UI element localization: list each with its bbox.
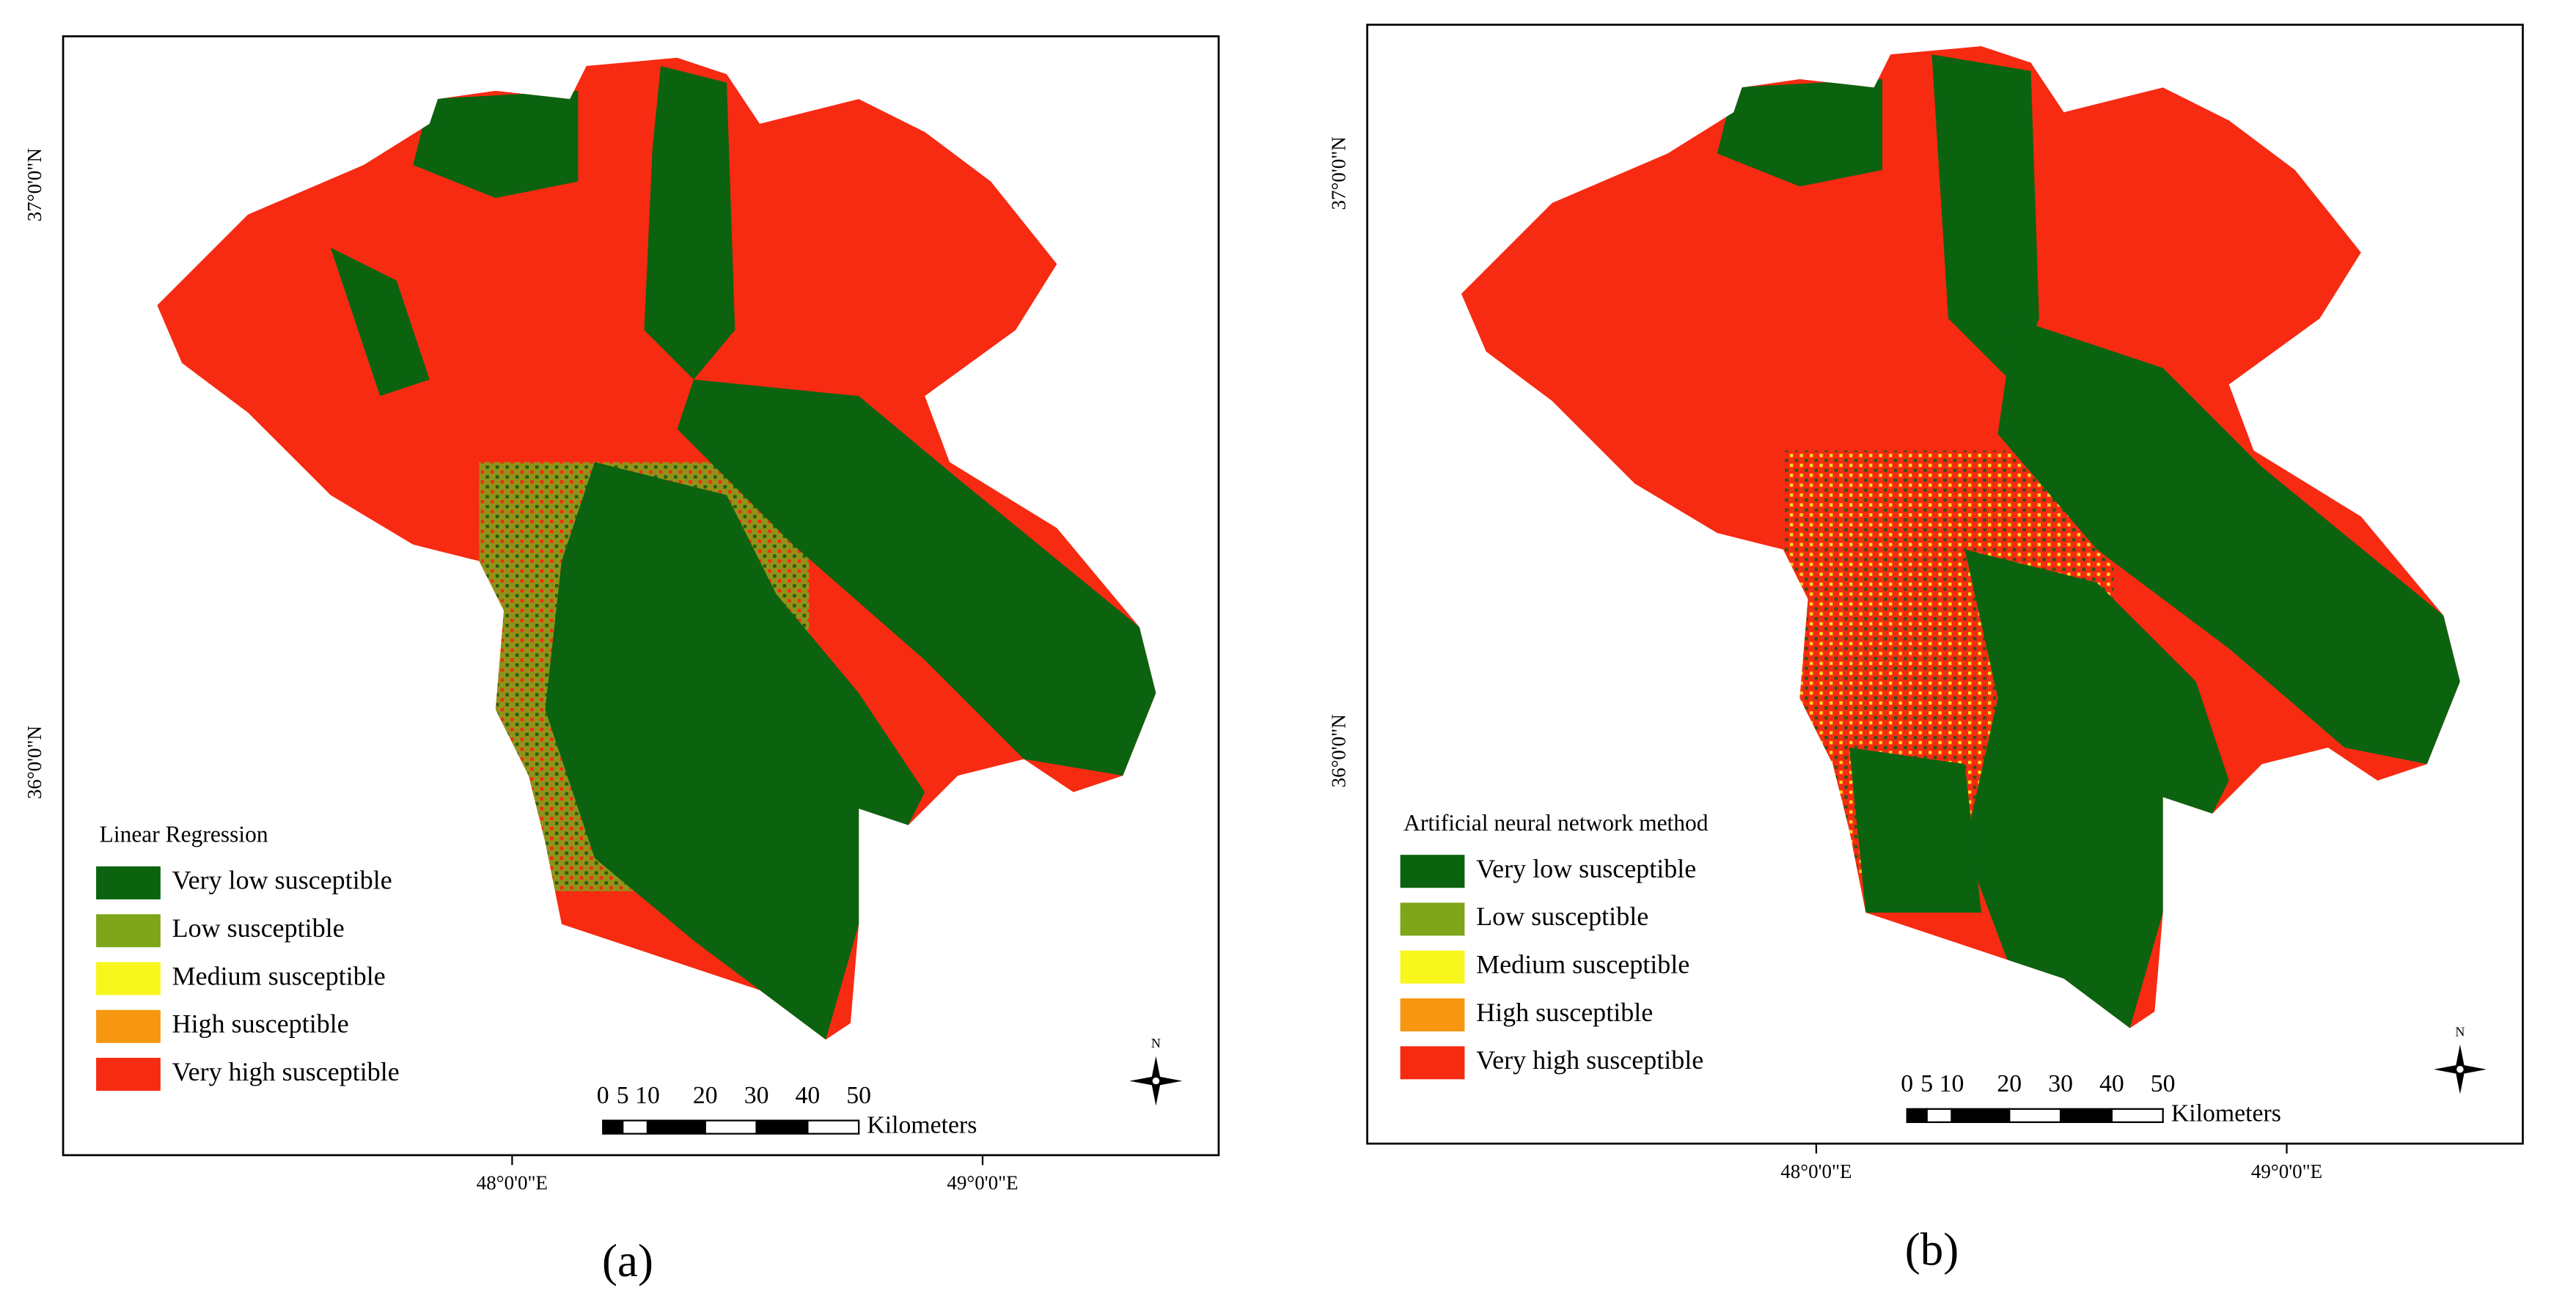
legend-swatch bbox=[96, 866, 161, 899]
very-low-zone bbox=[644, 66, 735, 380]
legend-swatch bbox=[1400, 998, 1465, 1032]
legend-label: Low susceptible bbox=[172, 913, 345, 943]
scale-label: 30 bbox=[2048, 1070, 2073, 1097]
map-panel: 37°0'0"N 36°0'0"N 48°0'0"E 49°0'0"E Linear R… bbox=[23, 35, 1220, 1286]
legend-swatch bbox=[96, 1009, 161, 1043]
scale-label: 40 bbox=[796, 1082, 821, 1109]
legend-label: Low susceptible bbox=[1476, 902, 1648, 931]
latitude-label: 37°0'0"N bbox=[23, 148, 45, 221]
legend-swatch bbox=[1400, 855, 1465, 888]
map-panel: 37°0'0"N 36°0'0"N 48°0'0"E 49°0'0"E Artifici… bbox=[1328, 23, 2524, 1275]
scale-unit: Kilometers bbox=[2171, 1100, 2281, 1127]
legend-swatch bbox=[1400, 950, 1465, 984]
scale-label: 0 bbox=[1901, 1070, 1913, 1097]
very-low-zone bbox=[330, 247, 430, 397]
scale-label: 40 bbox=[2099, 1070, 2124, 1097]
north-label: N bbox=[1151, 1036, 1161, 1050]
legend-swatch bbox=[1400, 1046, 1465, 1080]
legend-label: Very high susceptible bbox=[1476, 1045, 1703, 1075]
legend-title: Artificial neural network method bbox=[1403, 810, 1709, 836]
map-frame bbox=[1366, 23, 2524, 1145]
scale-segment bbox=[755, 1119, 809, 1135]
very-low-zone bbox=[1964, 549, 2229, 1028]
legend-swatch bbox=[1400, 902, 1465, 936]
map-frame bbox=[62, 35, 1220, 1157]
scale-unit: Kilometers bbox=[867, 1111, 977, 1138]
scale-segment bbox=[704, 1119, 757, 1135]
scale-label: 30 bbox=[744, 1082, 769, 1109]
panel-caption: (b) bbox=[1905, 1223, 1959, 1275]
scale-segment bbox=[2059, 1108, 2113, 1123]
legend-title: Linear Regression bbox=[100, 822, 268, 847]
scale-label: 20 bbox=[693, 1082, 718, 1109]
longitude-label: 49°0'0"E bbox=[947, 1172, 1018, 1194]
scale-segment bbox=[622, 1119, 649, 1135]
scale-label: 50 bbox=[2151, 1070, 2176, 1097]
scale-label: 5 bbox=[617, 1082, 629, 1109]
very-low-zone bbox=[545, 462, 925, 1040]
longitude-label: 49°0'0"E bbox=[2251, 1160, 2322, 1182]
legend-swatch bbox=[96, 914, 161, 948]
legend-label: High susceptible bbox=[1476, 998, 1653, 1027]
scale-label: 10 bbox=[1940, 1070, 1964, 1097]
legend-label: Very low susceptible bbox=[172, 866, 392, 895]
scale-label: 50 bbox=[846, 1082, 871, 1109]
scale-segment bbox=[1906, 1108, 1928, 1123]
very-low-zone bbox=[1931, 54, 2039, 385]
latitude-label: 36°0'0"N bbox=[23, 726, 45, 799]
north-label: N bbox=[2455, 1024, 2465, 1039]
longitude-label: 48°0'0"E bbox=[1780, 1160, 1852, 1182]
legend-swatch bbox=[96, 962, 161, 995]
panel-caption: (a) bbox=[602, 1235, 653, 1286]
legend-swatch bbox=[96, 1058, 161, 1091]
north-arrow-hub bbox=[1151, 1076, 1161, 1086]
legend-label: Medium susceptible bbox=[1476, 950, 1689, 979]
scale-segment bbox=[2110, 1108, 2164, 1123]
scale-label: 10 bbox=[635, 1082, 660, 1109]
longitude-label: 48°0'0"E bbox=[477, 1172, 548, 1194]
very-low-zone bbox=[677, 379, 1156, 776]
latitude-label: 37°0'0"N bbox=[1328, 136, 1350, 210]
scale-segment bbox=[602, 1119, 624, 1135]
scale-segment bbox=[807, 1119, 860, 1135]
legend-label: Very low susceptible bbox=[1476, 854, 1696, 883]
very-low-zone bbox=[1717, 79, 1882, 187]
very-low-zone bbox=[1849, 747, 1982, 913]
scale-label: 20 bbox=[1997, 1070, 2022, 1097]
legend-label: Very high susceptible bbox=[172, 1057, 400, 1086]
scale-segment bbox=[646, 1119, 706, 1135]
north-arrow-hub bbox=[2455, 1064, 2465, 1075]
legend-label: Medium susceptible bbox=[172, 961, 386, 990]
latitude-label: 36°0'0"N bbox=[1328, 714, 1350, 787]
very-low-zone bbox=[1997, 318, 2460, 765]
scale-segment bbox=[1926, 1108, 1953, 1123]
scale-label: 5 bbox=[1920, 1070, 1933, 1097]
very-low-zone bbox=[413, 90, 579, 199]
legend-label: High susceptible bbox=[172, 1009, 349, 1039]
scale-label: 0 bbox=[597, 1082, 609, 1109]
scale-segment bbox=[1951, 1108, 2011, 1123]
scale-segment bbox=[2008, 1108, 2062, 1123]
